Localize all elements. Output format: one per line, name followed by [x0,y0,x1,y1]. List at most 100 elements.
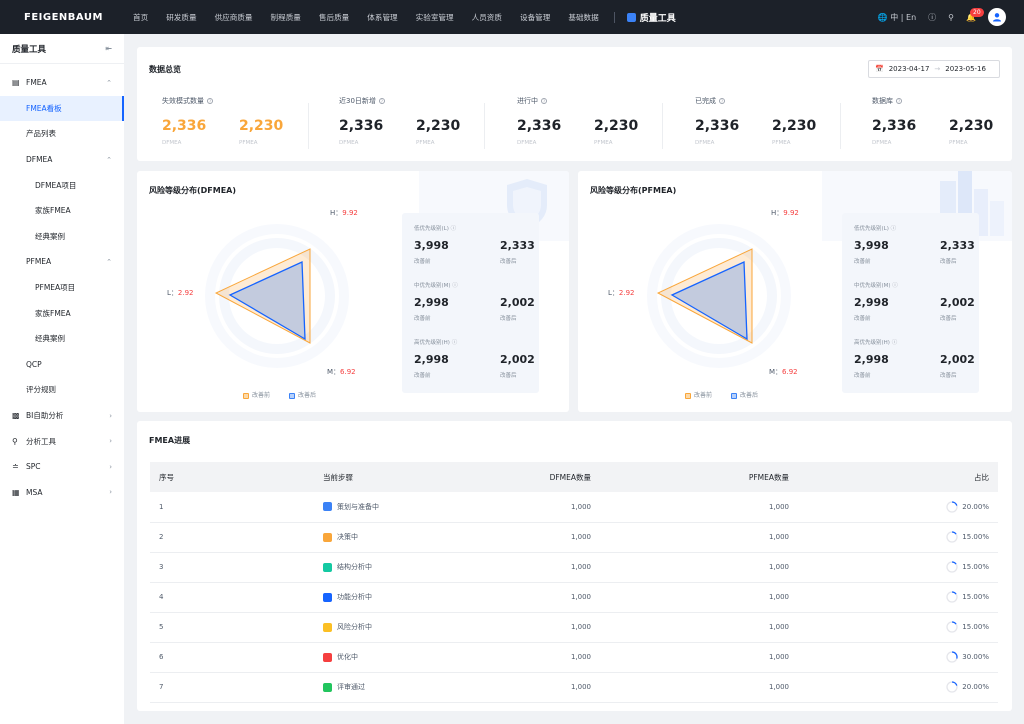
table-row[interactable]: 5 风险分析中 1,000 1,000 15.00% [150,612,998,643]
sidebar-item-pfmea[interactable]: PFMEA ⌃ [0,249,124,275]
legend-after[interactable]: 改善后 [289,390,316,399]
table-row[interactable]: 2 决策中 1,000 1,000 15.00% [150,522,998,553]
risk-group-high: 高优先级别(H) ⓘ 2,998 2,002 改善前 改善后 [854,338,975,388]
help-icon: ? [896,98,902,104]
legend-before[interactable]: 改善前 [685,390,712,399]
avatar[interactable] [988,8,1006,26]
stat-pfmea-label: PFMEA [416,140,435,146]
nav-item-home[interactable]: 首页 [133,12,149,22]
arrow-right-icon: → [934,65,941,73]
sidebar-item-msa[interactable]: ▦ MSA › [0,480,124,506]
step-label: 决策中 [337,533,358,541]
radar-series-after [670,261,748,341]
sidebar-item-fmea-board[interactable]: FMEA看板 [0,95,124,122]
sidebar-item-label: DFMEA项目 [35,180,77,190]
column-header-pfmea: PFMEA数量 [591,462,789,492]
table-row[interactable]: 6 优化中 1,000 1,000 30.00% [150,642,998,673]
stat-divider [840,103,841,149]
sidebar-item-label: 分析工具 [26,436,56,446]
chevron-right-icon: › [109,462,112,471]
overview-title: 数据总览 [149,65,181,74]
current-module[interactable]: 质量工具 [621,11,676,24]
nav-item-basic-data[interactable]: 基础数据 [568,12,599,22]
stat-in-progress: 进行中? 2,336 2,230 DFMEA PFMEA [517,94,695,160]
legend-before[interactable]: 改善前 [243,390,270,399]
language-switch[interactable]: 🌐 中 | En [877,12,917,22]
column-header-dfmea: DFMEA数量 [503,462,591,492]
chevron-right-icon: › [109,437,112,446]
ratio-value: 20.00% [962,502,989,511]
sidebar-item-label: PFMEA [26,257,52,267]
sidebar-item-spc[interactable]: ≐ SPC › [0,454,124,480]
axis-m-label: M：6.92 [769,368,798,376]
sidebar-item-qcp[interactable]: QCP [0,352,124,378]
logo[interactable]: FEIGENBAUM [24,11,103,23]
stat-failure-modes: 失效模式数量? 2,336 2,230 DFMEA PFMEA [162,94,340,160]
sidebar-item-dfmea-project[interactable]: DFMEA项目 [0,172,124,198]
risk-before-value: 3,998 [854,239,889,252]
ratio-value: 15.00% [962,533,989,541]
stat-label: 近30日新增? [339,97,385,105]
sidebar-item-pfmea-cases[interactable]: 经典案例 [0,326,124,352]
step-icon [323,562,332,572]
stat-label: 失效模式数量? [162,97,213,105]
nav-item-equipment[interactable]: 设备管理 [520,12,551,22]
table-row[interactable]: 7 评审通过 1,000 1,000 20.00% [150,672,998,703]
help-icon[interactable]: ⓘ [928,12,937,22]
spc-icon: ≐ [12,462,19,472]
sidebar-item-dfmea-cases[interactable]: 经典案例 [0,224,124,250]
risk-before-label: 改善前 [414,373,431,379]
stat-pfmea-label: PFMEA [772,140,791,146]
sidebar-item-analysis-tools[interactable]: ⚲ 分析工具 › [0,428,124,454]
notification-bell-icon[interactable]: 🔔 20 [966,7,984,22]
sidebar-item-fmea[interactable]: ▤ FMEA ⌃ [0,70,124,96]
risk-group-label: 高优先级别(H) ⓘ [854,340,898,346]
collapse-sidebar-icon[interactable]: ⇤ [105,44,112,53]
table-row[interactable]: 1 策划与准备中 1,000 1,000 20.00% [150,492,998,523]
legend-after[interactable]: 改善后 [731,390,758,399]
axis-m-label: M：6.92 [327,368,356,376]
step-icon [323,532,332,542]
sidebar-item-bi[interactable]: ▩ BI自助分析 › [0,403,124,429]
progress-table: 序号 当前步骤 DFMEA数量 PFMEA数量 占比 1 策划与准备中 1,000 1… [150,462,998,703]
msa-icon: ▦ [12,487,20,497]
chevron-up-icon: ⌃ [106,257,112,266]
nav-item-rd-quality[interactable]: 研发质量 [166,12,197,22]
stat-divider [662,103,663,149]
stat-pfmea-label: PFMEA [239,140,258,146]
risk-before-value: 2,998 [854,296,889,309]
nav-item-system-management[interactable]: 体系管理 [367,12,398,22]
bi-chart-icon: ▩ [12,411,20,421]
stat-pfmea-label: PFMEA [949,140,968,146]
nav-item-lab-management[interactable]: 实验室管理 [415,12,454,22]
sidebar-item-scoring-rules[interactable]: 评分规则 [0,377,124,403]
nav-item-aftersales-quality[interactable]: 售后质量 [318,12,350,22]
axis-h-label: H：9.92 [330,209,358,217]
sidebar-item-product-list[interactable]: 产品列表 [0,121,124,147]
sidebar-item-dfmea-family[interactable]: 家族FMEA [0,198,124,224]
search-icon[interactable]: ⚲ [948,12,955,22]
sidebar-item-pfmea-project[interactable]: PFMEA项目 [0,275,124,301]
risk-title: 风险等级分布(PFMEA) [590,186,677,195]
table-row[interactable]: 3 结构分析中 1,000 1,000 15.00% [150,552,998,583]
cell-ratio: 20.00% [789,672,998,703]
step-icon [323,682,332,692]
stat-dfmea-value: 2,336 [695,118,740,134]
risk-card-pfmea: 风险等级分布(PFMEA) H：9.92 L：2.92 M：6.92 改善前 改… [578,171,1012,412]
sidebar-item-pfmea-family[interactable]: 家族FMEA [0,300,124,326]
risk-after-label: 改善后 [940,259,957,265]
nav-item-supplier-quality[interactable]: 供应商质量 [214,12,253,22]
sidebar-item-label: 经典案例 [35,231,65,241]
analysis-icon: ⚲ [12,436,18,446]
cell-dfmea-count: 1,000 [503,522,591,553]
risk-after-label: 改善后 [940,316,957,322]
nav-item-process-quality[interactable]: 制程质量 [270,12,301,22]
table-row[interactable]: 4 功能分析中 1,000 1,000 15.00% [150,582,998,613]
step-label: 评审通过 [337,683,365,691]
date-range-picker[interactable]: 📅 2023-04-17 → 2023-05-16 [868,60,1000,78]
risk-group-label: 低优先级别(L) ⓘ [414,226,457,232]
nav-item-personnel[interactable]: 人员资质 [471,12,502,22]
risk-group-low: 低优先级别(L) ⓘ 3,998 2,333 改善前 改善后 [414,224,535,274]
cell-step: 评审通过 [323,672,503,703]
sidebar-item-dfmea[interactable]: DFMEA ⌃ [0,147,124,173]
